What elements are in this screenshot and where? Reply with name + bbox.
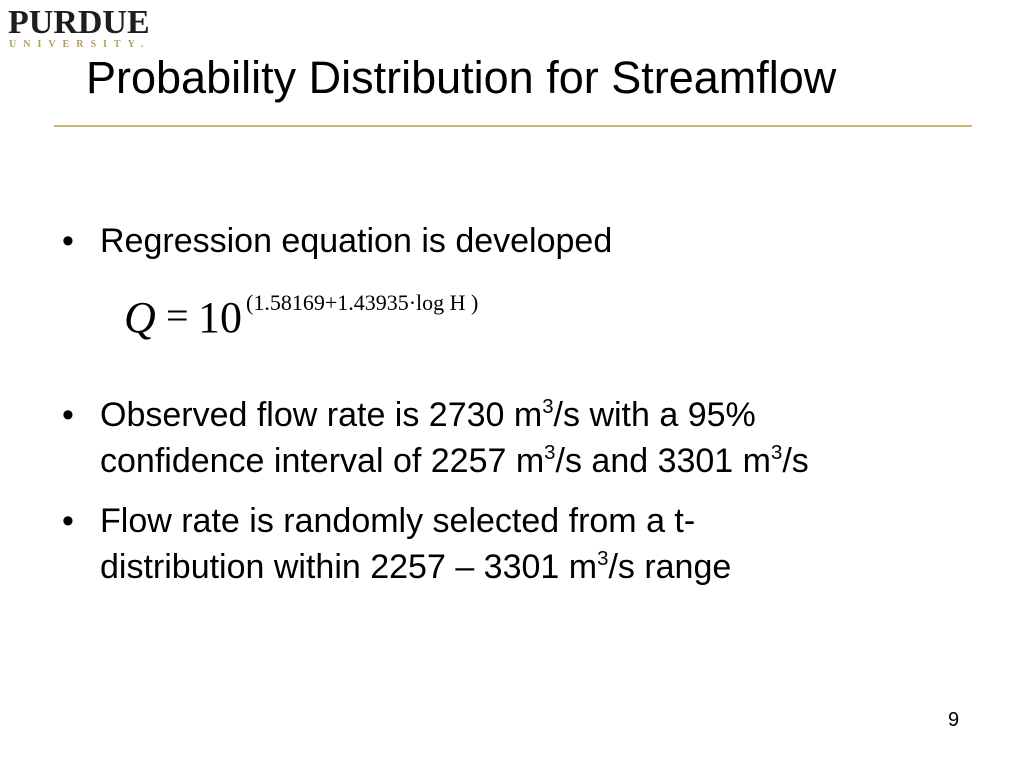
bullet-text-flow-rate: Flow rate is randomly selected from a t-… <box>100 498 980 590</box>
equation-equals: = <box>166 293 189 338</box>
b2-l2-mid: /s and 3301 m <box>555 442 771 480</box>
b3-l2-sup: 3 <box>597 547 609 570</box>
bullet-marker: • <box>62 396 74 434</box>
b2-l2-post: /s <box>782 442 809 480</box>
bullet-marker: • <box>62 222 74 260</box>
b3-l2-post: /s range <box>608 548 732 586</box>
b2-l1-post: /s with a 95% <box>553 396 756 434</box>
slide-title: Probability Distribution for Streamflow <box>86 52 837 103</box>
bullet-2-line-1: Observed flow rate is 2730 m3/s with a 9… <box>100 392 980 438</box>
b2-l2-pre: confidence interval of 2257 m <box>100 442 545 480</box>
b2-l1-pre: Observed flow rate is 2730 m <box>100 396 543 434</box>
b2-l2-sup2: 3 <box>771 441 783 464</box>
b3-l2-pre: distribution within 2257 – 3301 m <box>100 548 598 586</box>
equation-exponent: (1.58169+1.43935·log H ) <box>246 290 479 315</box>
regression-equation: Q = 10 (1.58169+1.43935·log H ) <box>124 290 544 350</box>
bullet-text-observed: Observed flow rate is 2730 m3/s with a 9… <box>100 392 980 484</box>
logo-wordmark: PURDUE <box>8 4 150 41</box>
bullet-3-line-1: Flow rate is randomly selected from a t- <box>100 502 696 540</box>
bullet-2-line-2: confidence interval of 2257 m3/s and 330… <box>100 438 980 484</box>
bullet-marker: • <box>62 502 74 540</box>
b2-l2-sup1: 3 <box>544 441 556 464</box>
equation-base: 10 <box>198 293 242 342</box>
bullet-text-regression: Regression equation is developed <box>100 218 980 264</box>
b2-l1-sup: 3 <box>542 395 554 418</box>
bullet-3-line-2: distribution within 2257 – 3301 m3/s ran… <box>100 544 980 590</box>
equation-lhs: Q <box>124 293 156 342</box>
title-divider <box>54 125 972 127</box>
bullet-1-text: Regression equation is developed <box>100 222 613 260</box>
logo-subtext: UNIVERSITY. <box>9 39 151 50</box>
page-number: 9 <box>948 709 960 731</box>
purdue-logo: PURDUE UNIVERSITY. <box>8 4 151 52</box>
